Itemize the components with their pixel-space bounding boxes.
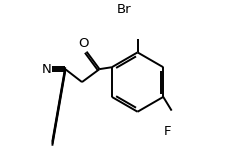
Text: N: N — [42, 63, 52, 76]
Text: F: F — [164, 125, 172, 138]
Text: O: O — [78, 37, 89, 50]
Text: Br: Br — [117, 3, 131, 16]
